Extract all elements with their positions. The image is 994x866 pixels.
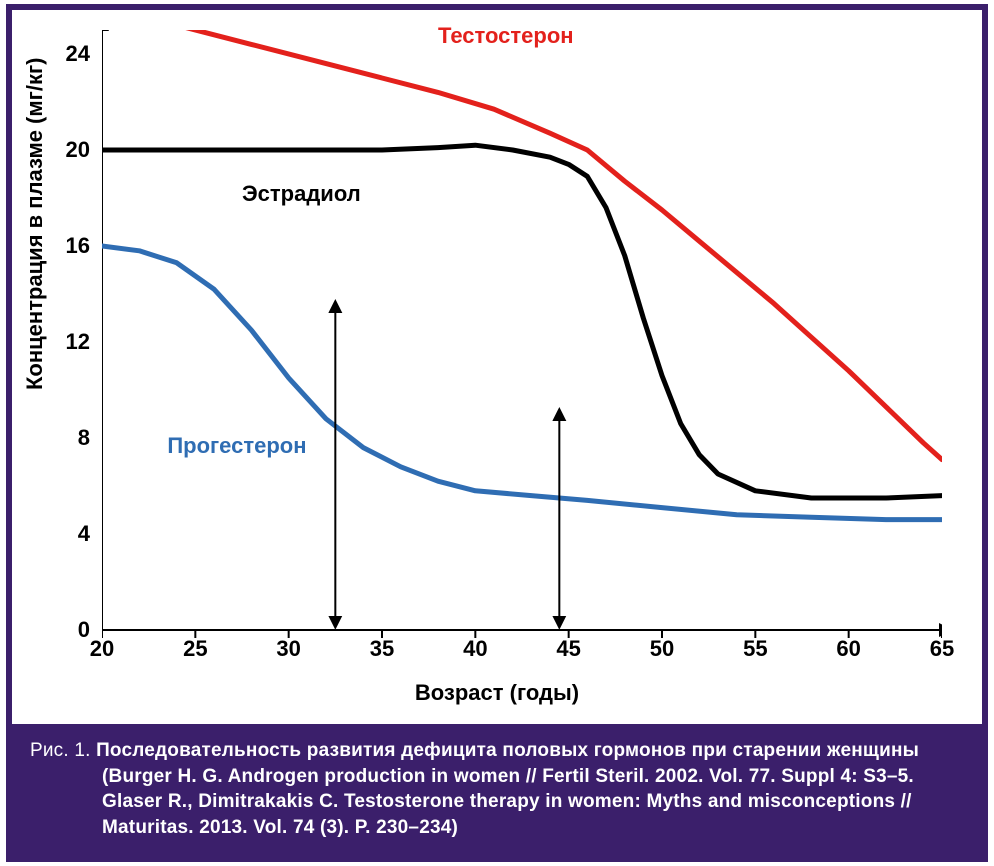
xtick-label: 60 (829, 636, 869, 662)
xtick-label: 50 (642, 636, 682, 662)
y-axis-label: Концентрация в плазме (мг/кг) (22, 58, 48, 390)
ytick-label: 12 (50, 329, 90, 355)
series-label-testosterone: Тестостерон (438, 23, 574, 49)
caption-prefix: Рис. 1. (30, 740, 91, 761)
x-axis-label: Возраст (годы) (12, 680, 982, 706)
figure-frame: Концентрация в плазме (мг/кг) Возраст (г… (6, 4, 988, 862)
ytick-label: 24 (50, 41, 90, 67)
series-testosterone (121, 30, 942, 460)
line-chart-svg (102, 30, 942, 670)
series-label-estradiol: Эстрадиол (242, 181, 361, 207)
figure-caption: Рис. 1. Последовательность развития дефи… (12, 724, 982, 856)
xtick-label: 30 (269, 636, 309, 662)
chart-area: Концентрация в плазме (мг/кг) Возраст (г… (12, 10, 982, 730)
plot-box (102, 30, 942, 630)
ytick-label: 16 (50, 233, 90, 259)
series-progesterone (102, 246, 942, 520)
series-label-progesterone: Прогестерон (167, 433, 306, 459)
ytick-label: 20 (50, 137, 90, 163)
ytick-label: 8 (50, 425, 90, 451)
xtick-label: 20 (82, 636, 122, 662)
xtick-label: 25 (175, 636, 215, 662)
xtick-label: 40 (455, 636, 495, 662)
xtick-label: 65 (922, 636, 962, 662)
ytick-label: 4 (50, 521, 90, 547)
caption-text: Последовательность развития дефицита пол… (96, 740, 919, 838)
xtick-label: 55 (735, 636, 775, 662)
xtick-label: 35 (362, 636, 402, 662)
xtick-label: 45 (549, 636, 589, 662)
